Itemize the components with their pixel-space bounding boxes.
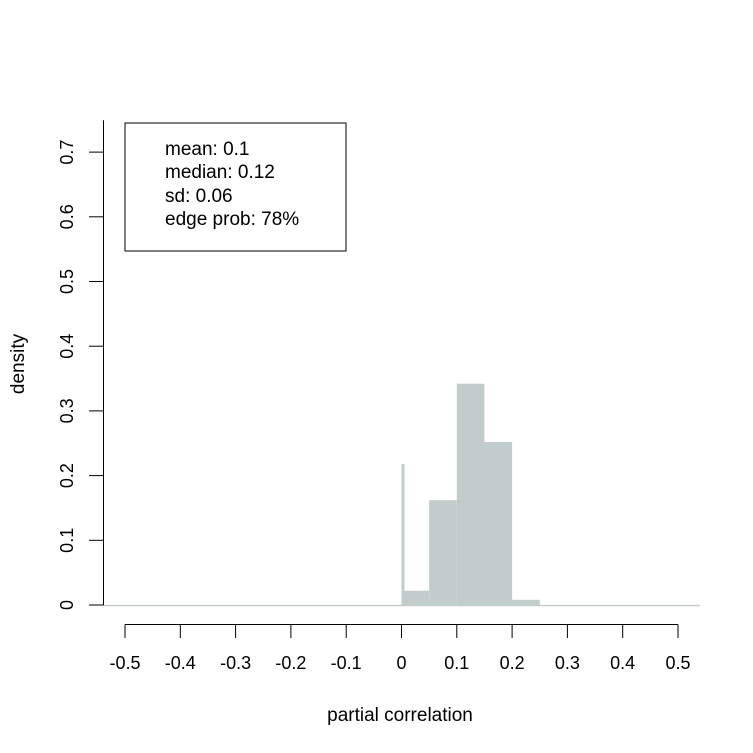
y-tick-label: 0.5 bbox=[57, 269, 77, 294]
x-tick-label: 0.3 bbox=[555, 653, 580, 673]
legend-line-median: median: 0.12 bbox=[165, 162, 275, 183]
x-tick-label: 0.2 bbox=[500, 653, 525, 673]
legend: mean: 0.1 median: 0.12 sd: 0.06 edge pro… bbox=[124, 122, 347, 252]
legend-box bbox=[124, 122, 347, 252]
histogram-bar-4 bbox=[512, 599, 540, 605]
x-tick-label: -0.2 bbox=[275, 653, 306, 673]
histogram-bar-0 bbox=[401, 590, 430, 605]
legend-line-edge-prob: edge prob: 78% bbox=[165, 209, 299, 230]
histogram-bar-1 bbox=[429, 500, 457, 605]
y-tick-label: 0.6 bbox=[57, 204, 77, 229]
legend-line-mean: mean: 0.1 bbox=[165, 139, 250, 160]
histogram-spike bbox=[401, 463, 405, 605]
y-tick-label: 0.4 bbox=[57, 334, 77, 359]
x-tick-label: -0.1 bbox=[331, 653, 362, 673]
x-tick-label: -0.5 bbox=[109, 653, 140, 673]
x-tick-label: -0.3 bbox=[220, 653, 251, 673]
histogram-bar-3 bbox=[484, 441, 513, 605]
y-tick-label: 0.1 bbox=[57, 528, 77, 553]
legend-line-sd: sd: 0.06 bbox=[165, 186, 233, 207]
x-axis-label: partial correlation bbox=[327, 705, 473, 726]
x-axis: -0.5 -0.4 -0.3 -0.2 -0.1 0 0.1 0.2 0.3 0.4 0.5 bbox=[109, 624, 691, 673]
y-axis-label: density bbox=[8, 333, 29, 394]
x-tick-label: 0.5 bbox=[665, 653, 690, 673]
y-tick-label: 0 bbox=[57, 600, 77, 610]
y-tick-label: 0.7 bbox=[57, 140, 77, 165]
x-tick-label: 0.1 bbox=[444, 653, 469, 673]
y-axis: 0 0.1 0.2 0.3 0.4 0.5 0.6 0.7 bbox=[57, 120, 104, 610]
x-tick-label: 0 bbox=[396, 653, 406, 673]
histogram-bar-2 bbox=[456, 383, 485, 605]
x-tick-label: 0.4 bbox=[610, 653, 635, 673]
x-tick-label: -0.4 bbox=[165, 653, 196, 673]
y-tick-label: 0.3 bbox=[57, 398, 77, 423]
histogram-bars bbox=[401, 383, 540, 605]
y-tick-label: 0.2 bbox=[57, 463, 77, 488]
